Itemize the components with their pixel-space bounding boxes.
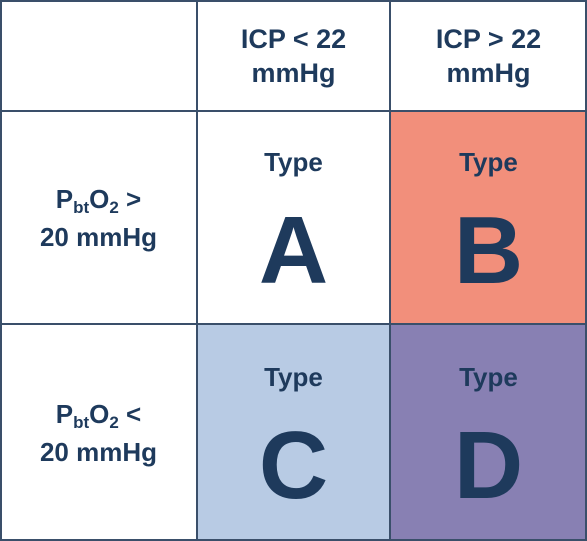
type-label: Type xyxy=(264,362,323,392)
type-a-cell: Type A xyxy=(197,111,390,324)
column-header-line1: ICP > 22 xyxy=(435,23,542,54)
row-header-line1: PbtO2 > xyxy=(55,183,142,217)
row-header-pbto2-high: PbtO2 > 20 mmHg xyxy=(0,111,197,324)
type-letter: D xyxy=(453,412,524,519)
row-header-line2: 20 mmHg xyxy=(39,436,158,467)
column-header-icp-high: ICP > 22 mmHg xyxy=(390,0,587,111)
type-letter: B xyxy=(453,197,524,304)
row-header-line1: PbtO2 < xyxy=(55,398,142,432)
column-header-icp-low: ICP < 22 mmHg xyxy=(197,0,390,111)
column-header-line2: mmHg xyxy=(251,57,336,88)
row-header-pbto2-low: PbtO2 < 20 mmHg xyxy=(0,324,197,541)
column-header-line1: ICP < 22 xyxy=(240,23,347,54)
row-header-line2: 20 mmHg xyxy=(39,221,158,252)
type-letter: A xyxy=(258,197,329,304)
corner-cell xyxy=(0,0,197,111)
type-d-cell: Type D xyxy=(390,324,587,541)
type-c-cell: Type C xyxy=(197,324,390,541)
column-header-line2: mmHg xyxy=(446,57,531,88)
type-letter: C xyxy=(258,412,329,519)
type-label: Type xyxy=(459,362,518,392)
type-label: Type xyxy=(264,147,323,177)
type-label: Type xyxy=(459,147,518,177)
type-b-cell: Type B xyxy=(390,111,587,324)
